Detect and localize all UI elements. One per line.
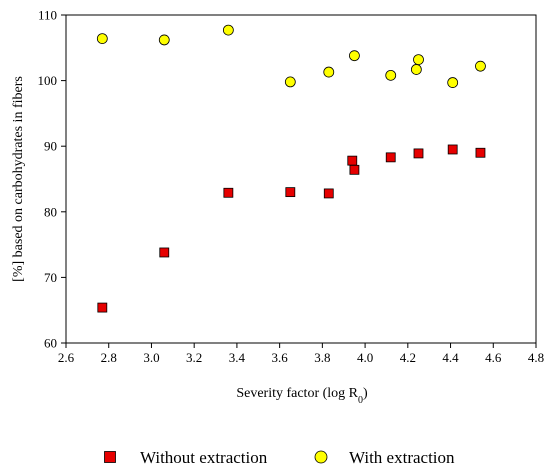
data-point-square [223, 187, 234, 198]
data-point-square [347, 155, 358, 166]
y-tick-label: 100 [38, 73, 58, 88]
legend-marker-circle [314, 450, 328, 464]
data-point-circle [410, 64, 422, 75]
series-with-extraction [96, 24, 486, 88]
x-tick-label: 2.6 [58, 350, 75, 365]
data-points [96, 24, 486, 313]
axes: 2.6 2.8 3.0 3.2 3.4 3.6 3.8 4.0 4.2 4.4 4.6 4.8 60 70… [11, 8, 544, 406]
x-tick-label: 3.2 [186, 350, 202, 365]
data-point-square [97, 302, 108, 313]
x-tick-label: 3.6 [272, 350, 289, 365]
y-tick-label: 110 [38, 8, 57, 23]
y-tick-label: 70 [44, 270, 57, 285]
legend: Without extraction With extraction [104, 448, 455, 467]
data-point-square [413, 148, 424, 159]
x-tick-label: 2.8 [101, 350, 117, 365]
x-tick-label: 3.8 [314, 350, 330, 365]
data-point-circle [413, 54, 424, 66]
x-tick-label: 3.4 [229, 350, 246, 365]
x-tick-label: 4.8 [528, 350, 544, 365]
x-tick-label: 4.0 [357, 350, 373, 365]
legend-item: With extraction [314, 448, 455, 467]
legend-item: Without extraction [104, 448, 268, 467]
data-point-circle [284, 76, 296, 88]
series-without-extraction [97, 144, 486, 313]
data-point-circle [323, 66, 335, 78]
data-point-circle [96, 33, 108, 45]
x-tick-label: 4.4 [442, 350, 459, 365]
data-point-circle [385, 69, 397, 81]
data-point-circle [447, 77, 459, 88]
x-tick-label: 4.6 [485, 350, 502, 365]
data-point-square [285, 187, 296, 198]
x-axis-label: Severity factor (log R0) [236, 386, 368, 406]
legend-marker-square [104, 451, 116, 463]
y-axis-label: [%] based on carbohydrates in fibers [11, 76, 26, 282]
data-point-square [475, 147, 486, 158]
x-tick-label: 3.0 [143, 350, 159, 365]
legend-label: With extraction [349, 448, 455, 467]
x-tick-label: 4.2 [400, 350, 416, 365]
y-tick-label: 90 [44, 139, 57, 154]
data-point-square [349, 164, 360, 175]
plot-frame [65, 14, 537, 344]
data-point-circle [158, 34, 170, 46]
data-point-square [447, 144, 458, 155]
legend-label: Without extraction [140, 448, 268, 467]
data-point-circle [222, 24, 234, 36]
y-tick-label: 80 [44, 204, 57, 219]
data-point-square [159, 247, 170, 258]
data-point-circle [349, 50, 360, 62]
data-point-square [385, 152, 396, 163]
data-point-circle [475, 60, 486, 72]
data-point-square [323, 188, 334, 199]
y-tick-label: 60 [44, 336, 57, 351]
